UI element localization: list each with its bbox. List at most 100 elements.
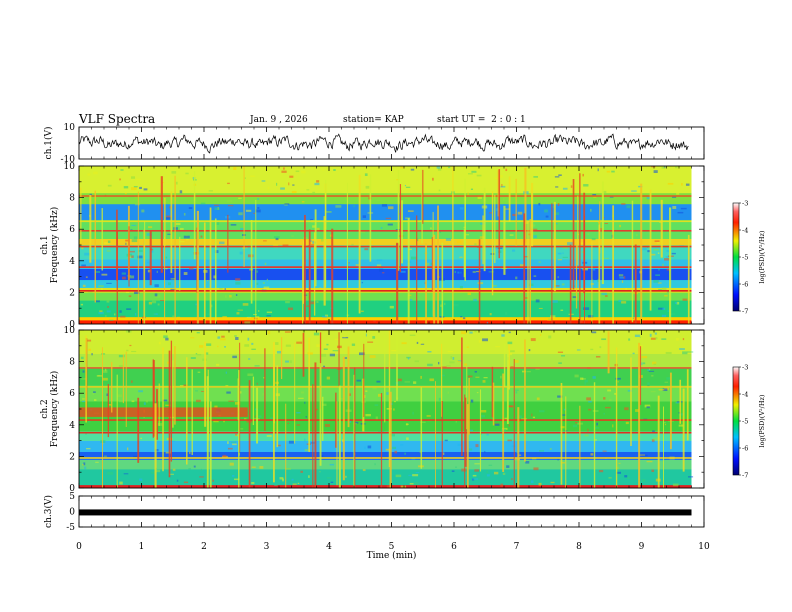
ch1-spec-speckle bbox=[166, 215, 172, 218]
ch2-spec-speckle bbox=[129, 344, 132, 347]
ch2-spec-speckle bbox=[549, 448, 552, 450]
ch2-spec-speckle bbox=[285, 467, 291, 470]
ch2-spec-speckle bbox=[528, 349, 531, 352]
ch2-spec-sferic bbox=[491, 366, 494, 418]
ch3-ytick-label: -5 bbox=[66, 523, 75, 533]
ch1-spec-speckle bbox=[87, 173, 91, 176]
ch1-spec-sferic bbox=[331, 228, 334, 324]
ch2-spec-speckle bbox=[550, 481, 555, 484]
ch2-spec-speckle bbox=[507, 439, 512, 442]
ch1-spec-speckle bbox=[626, 205, 631, 209]
ch2-spec-speckle bbox=[472, 474, 477, 477]
ch2-spec-speckle bbox=[469, 331, 473, 334]
ch1-spec-speckle bbox=[266, 278, 268, 281]
ch1-spec-speckle bbox=[126, 308, 132, 310]
ch2-spec-speckle bbox=[592, 410, 599, 412]
ch2-spec-speckle bbox=[476, 392, 479, 394]
ch2-spec-speckle bbox=[664, 381, 669, 383]
ch1-spec-speckle bbox=[135, 313, 137, 316]
ch2-spec-speckle bbox=[438, 397, 441, 401]
ch2-colorbar bbox=[732, 366, 740, 476]
ch1-spec-speckle bbox=[470, 188, 474, 191]
ch1-spec-speckle bbox=[504, 208, 511, 210]
ch2-spec-speckle bbox=[400, 444, 404, 446]
ch2-spec-sferic bbox=[191, 369, 193, 455]
ch1-spec-speckle bbox=[603, 217, 605, 219]
ch1-spec-speckle bbox=[572, 296, 577, 299]
ch1-spec-speckle bbox=[236, 312, 240, 315]
ch2-spec-speckle bbox=[586, 397, 592, 401]
ch2-spec-sferic bbox=[209, 401, 212, 488]
ch1-spec-speckle bbox=[326, 211, 332, 213]
ch1-spec-speckle bbox=[554, 176, 560, 178]
ch1-spec-speckle bbox=[655, 274, 660, 276]
ch2-spec-speckle bbox=[119, 481, 123, 485]
ch2-spec-speckle bbox=[627, 476, 630, 479]
ch2-spec-speckle bbox=[222, 454, 227, 458]
ch2-spec-sferic bbox=[152, 360, 155, 437]
ch1-spec-sferic bbox=[583, 192, 586, 294]
ch1-spec-speckle bbox=[562, 246, 569, 249]
ch2-spec-speckle bbox=[624, 407, 629, 411]
ch1-spec-speckle bbox=[557, 203, 560, 206]
ch2-spec-speckle bbox=[482, 338, 489, 342]
ch2-spec-speckle bbox=[516, 450, 519, 453]
ch1-spec-speckle bbox=[601, 292, 608, 296]
ch1-spec-speckle bbox=[533, 235, 537, 238]
x-axis-label: Time (min) bbox=[367, 550, 417, 561]
ch1-spec-speckle bbox=[214, 250, 219, 254]
ch1-spec-sferic bbox=[437, 205, 439, 324]
ch2-spec-speckle bbox=[326, 343, 329, 346]
ch2-spec-speckle bbox=[601, 338, 607, 341]
ch1-spec-speckle bbox=[238, 197, 242, 200]
ch2-spec-speckle bbox=[486, 474, 490, 477]
ch2-spec-speckle bbox=[375, 416, 378, 420]
ch1-spec-speckle bbox=[362, 215, 367, 218]
ch1-spec-sferic bbox=[128, 226, 130, 287]
ch2-spec-speckle bbox=[416, 341, 419, 344]
ch1-spec-heatmap bbox=[79, 166, 692, 325]
ch2-spec-sferic bbox=[168, 350, 171, 478]
ch2-spec-speckle bbox=[230, 441, 237, 443]
ch1-spec-speckle bbox=[193, 252, 200, 255]
ch2-spec-speckle bbox=[531, 413, 533, 417]
ch2-spec-speckle bbox=[103, 455, 107, 457]
ch2-spec-speckle bbox=[470, 399, 474, 403]
ch1-spec-speckle bbox=[183, 272, 188, 275]
ch2-spec-speckle bbox=[557, 458, 559, 461]
ch1-spec-speckle bbox=[133, 236, 138, 240]
ch2-spec-speckle bbox=[267, 331, 271, 335]
ch2-spec-speckle bbox=[118, 354, 125, 358]
ch2-spec-speckle bbox=[392, 446, 397, 450]
ch1-spec-speckle bbox=[138, 249, 143, 253]
ch1-spec-speckle bbox=[316, 301, 319, 303]
ch2-spec-line-emission bbox=[79, 457, 692, 459]
ch1-spec-speckle bbox=[238, 212, 243, 216]
ch2-spec-sferic bbox=[639, 346, 642, 405]
ch2-spec-sferic bbox=[380, 392, 383, 488]
ch2-spec-speckle bbox=[401, 342, 407, 345]
ch2-spec-speckle bbox=[651, 469, 655, 473]
ch2-spec-speckle bbox=[277, 444, 281, 447]
ch2-spec-speckle bbox=[165, 337, 169, 341]
ch1-spec-speckle bbox=[554, 212, 560, 216]
ch1-spec-speckle bbox=[619, 224, 621, 228]
ch1-spec-speckle bbox=[387, 223, 393, 226]
ch1-spec-speckle bbox=[98, 311, 104, 315]
ch2-spec-speckle bbox=[455, 466, 457, 468]
ch1-spec-speckle bbox=[120, 315, 126, 318]
ch2-spec-sferic bbox=[338, 385, 341, 488]
ch1-spec-speckle bbox=[438, 189, 441, 192]
ch1-spec-sferic bbox=[601, 181, 604, 285]
ch1-spec-sferic bbox=[304, 214, 306, 324]
ch1-spec-speckle bbox=[246, 316, 252, 318]
ch1-spec-sferic bbox=[515, 178, 517, 246]
ch1-spec-speckle bbox=[503, 197, 505, 201]
ch1-spec-speckle bbox=[235, 294, 238, 296]
ch2-spec-speckle bbox=[87, 339, 92, 342]
ch1-spec-sferic bbox=[508, 176, 511, 222]
ch2-spec-speckle bbox=[658, 459, 665, 461]
ch1-spec-speckle bbox=[250, 175, 255, 177]
ch1-spec-speckle bbox=[125, 239, 130, 242]
ch2-spec-speckle bbox=[641, 355, 648, 359]
